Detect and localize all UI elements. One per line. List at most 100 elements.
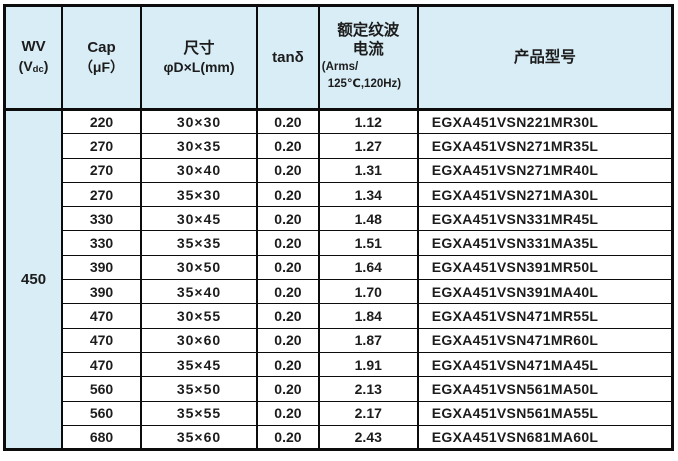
tan-delta-cell: 0.20 <box>256 254 320 281</box>
cap-cell: 390 <box>61 254 142 281</box>
part-number-cell: EGXA451VSN391MA40L <box>416 279 674 305</box>
header-ripple-line1: 额定纹波 <box>337 22 400 39</box>
table-row: 470 30×55 0.20 1.84 EGXA451VSN471MR55L <box>5 303 674 329</box>
header-part-number: 产品型号 <box>416 5 674 111</box>
ripple-current-cell: 1.70 <box>317 279 419 305</box>
size-cell: 30×50 <box>139 254 259 281</box>
table-row: 470 30×60 0.20 1.87 EGXA451VSN471MR60L <box>5 327 674 353</box>
table-row: 270 30×35 0.20 1.27 EGXA451VSN271MR35L <box>5 133 674 159</box>
table-row: 330 30×45 0.20 1.48 EGXA451VSN331MR45L <box>5 206 674 232</box>
part-number-cell: EGXA451VSN471MR55L <box>416 303 674 329</box>
cap-cell: 470 <box>61 351 142 378</box>
ripple-current-cell: 2.17 <box>317 400 419 426</box>
cap-cell: 330 <box>61 230 142 256</box>
header-wv-line1: WV <box>21 37 46 55</box>
tan-delta-cell: 0.20 <box>256 376 320 402</box>
cap-cell: 560 <box>61 376 142 402</box>
size-cell: 30×60 <box>139 327 259 353</box>
size-cell: 30×30 <box>139 108 259 135</box>
header-cap-line1: Cap <box>87 39 116 56</box>
ripple-current-cell: 1.91 <box>317 351 419 378</box>
ripple-current-cell: 1.48 <box>317 206 419 232</box>
cap-cell: 220 <box>61 108 142 135</box>
size-cell: 30×35 <box>139 133 259 159</box>
ripple-current-cell: 1.34 <box>317 181 419 208</box>
tan-delta-cell: 0.20 <box>256 327 320 353</box>
cap-cell: 270 <box>61 181 142 208</box>
part-number-cell: EGXA451VSN471MR60L <box>416 327 674 353</box>
header-row: WV (Vdc) Cap （μF） 尺寸 φD×L(mm) tanδ 额定纹波 <box>3 5 674 111</box>
header-ripple-current: 额定纹波 电流 (Arms/ 125℃,120Hz) <box>317 5 419 111</box>
size-cell: 30×45 <box>139 206 259 232</box>
ripple-current-cell: 2.13 <box>317 376 419 402</box>
size-cell: 35×55 <box>139 400 259 426</box>
size-cell: 30×40 <box>139 157 259 183</box>
size-cell: 35×35 <box>139 230 259 256</box>
tan-delta-cell: 0.20 <box>256 303 320 329</box>
size-cell: 30×55 <box>139 303 259 329</box>
header-wv: WV (Vdc) <box>3 5 64 111</box>
tan-delta-cell: 0.20 <box>256 157 320 183</box>
part-number-cell: EGXA451VSN271MR35L <box>416 133 674 159</box>
wv-subscript: dc <box>32 63 44 75</box>
size-cell: 35×30 <box>139 181 259 208</box>
part-number-cell: EGXA451VSN271MR40L <box>416 157 674 183</box>
table-row: 270 35×30 0.20 1.34 EGXA451VSN271MA30L <box>5 181 674 208</box>
tan-delta-cell: 0.20 <box>256 206 320 232</box>
header-size-line1: 尺寸 <box>183 39 215 57</box>
header-ripple-line4: 125℃,120Hz) <box>327 78 402 90</box>
header-ripple-line2: 电流 <box>352 41 384 58</box>
ripple-current-cell: 1.12 <box>317 108 419 135</box>
header-tan-delta-label: tanδ <box>272 48 304 66</box>
ripple-current-cell: 1.51 <box>317 230 419 256</box>
table-row: 680 35×60 0.20 2.43 EGXA451VSN681MA60L <box>5 424 674 451</box>
table-row: 560 35×55 0.20 2.17 EGXA451VSN561MA55L <box>5 400 674 426</box>
header-cap: Cap （μF） <box>61 5 142 111</box>
cap-cell: 330 <box>61 206 142 232</box>
header-part-number-label: 产品型号 <box>513 49 576 66</box>
tan-delta-cell: 0.20 <box>256 351 320 378</box>
header-cap-line2: （μF） <box>78 59 125 75</box>
part-number-cell: EGXA451VSN561MA55L <box>416 400 674 426</box>
capacitor-spec-table: WV (Vdc) Cap （μF） 尺寸 φD×L(mm) tanδ 额定纹波 <box>3 4 674 452</box>
part-number-cell: EGXA451VSN561MA50L <box>416 376 674 402</box>
table-row: 450 220 30×30 0.20 1.12 EGXA451VSN221MR30… <box>3 108 674 451</box>
table-row: 390 30×50 0.20 1.64 EGXA451VSN391MR50L <box>5 254 674 281</box>
tan-delta-cell: 0.20 <box>256 108 320 135</box>
table-body: 450 220 30×30 0.20 1.12 EGXA451VSN221MR30… <box>3 108 674 451</box>
ripple-current-cell: 1.87 <box>317 327 419 353</box>
cap-cell: 270 <box>61 157 142 183</box>
part-number-cell: EGXA451VSN681MA60L <box>416 424 674 451</box>
cap-cell: 470 <box>61 303 142 329</box>
cap-cell: 270 <box>61 133 142 159</box>
ripple-current-cell: 1.84 <box>317 303 419 329</box>
part-number-cell: EGXA451VSN391MR50L <box>416 254 674 281</box>
table-row: 270 30×40 0.20 1.31 EGXA451VSN271MR40L <box>5 157 674 183</box>
size-cell: 35×60 <box>139 424 259 451</box>
ripple-current-cell: 1.27 <box>317 133 419 159</box>
table-row: 330 35×35 0.20 1.51 EGXA451VSN331MA35L <box>5 230 674 256</box>
part-number-cell: EGXA451VSN271MA30L <box>416 181 674 208</box>
cap-cell: 390 <box>61 279 142 305</box>
tan-delta-cell: 0.20 <box>256 181 320 208</box>
table-row: 390 35×40 0.20 1.70 EGXA451VSN391MA40L <box>5 279 674 305</box>
part-number-cell: EGXA451VSN331MR45L <box>416 206 674 232</box>
wv-merged-cell: 450 <box>3 108 64 451</box>
part-number-cell: EGXA451VSN471MA45L <box>416 351 674 378</box>
table-row: 470 35×45 0.20 1.91 EGXA451VSN471MA45L <box>5 351 674 378</box>
cap-cell: 560 <box>61 400 142 426</box>
table-row: 560 35×50 0.20 2.13 EGXA451VSN561MA50L <box>5 376 674 402</box>
tan-delta-cell: 0.20 <box>256 400 320 426</box>
part-number-cell: EGXA451VSN331MA35L <box>416 230 674 256</box>
tan-delta-cell: 0.20 <box>256 279 320 305</box>
header-wv-line2: (Vdc) <box>18 57 49 75</box>
ripple-current-cell: 1.31 <box>317 157 419 183</box>
ripple-current-cell: 2.43 <box>317 424 419 451</box>
datasheet-page: WV (Vdc) Cap （μF） 尺寸 φD×L(mm) tanδ 额定纹波 <box>3 4 674 452</box>
size-cell: 35×50 <box>139 376 259 402</box>
header-size: 尺寸 φD×L(mm) <box>139 5 259 111</box>
tan-delta-cell: 0.20 <box>256 424 320 451</box>
part-number-cell: EGXA451VSN221MR30L <box>416 108 674 135</box>
cap-cell: 470 <box>61 327 142 353</box>
header-ripple-line3: (Arms/ <box>321 61 359 73</box>
